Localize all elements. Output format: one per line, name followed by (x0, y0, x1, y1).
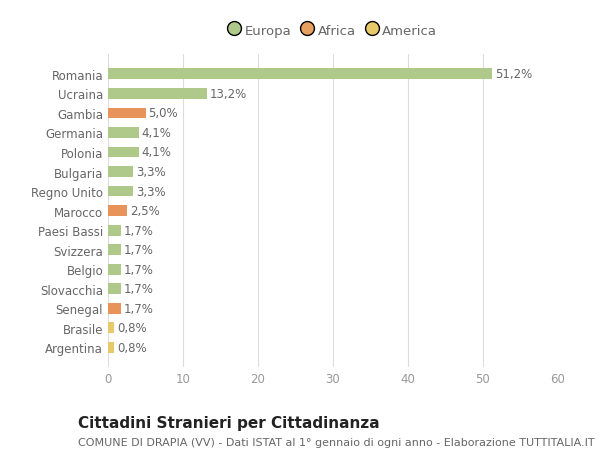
Text: 0,8%: 0,8% (117, 341, 146, 354)
Text: 4,1%: 4,1% (142, 146, 172, 159)
Text: 1,7%: 1,7% (124, 263, 154, 276)
Bar (108, 147, 139, 158)
Bar (108, 225, 121, 236)
Text: Cittadini Stranieri per Cittadinanza: Cittadini Stranieri per Cittadinanza (78, 415, 380, 431)
Text: 0,8%: 0,8% (117, 322, 146, 335)
Bar (108, 89, 207, 100)
Bar (108, 108, 146, 119)
Bar (108, 128, 139, 139)
Bar (108, 264, 121, 275)
Bar (108, 167, 133, 178)
Text: 51,2%: 51,2% (495, 68, 532, 81)
Text: 1,7%: 1,7% (124, 224, 154, 237)
Text: 5,0%: 5,0% (149, 107, 178, 120)
Text: 1,7%: 1,7% (124, 302, 154, 315)
Text: COMUNE DI DRAPIA (VV) - Dati ISTAT al 1° gennaio di ogni anno - Elaborazione TUT: COMUNE DI DRAPIA (VV) - Dati ISTAT al 1°… (78, 437, 595, 447)
Bar (108, 342, 114, 353)
Text: 3,3%: 3,3% (136, 166, 166, 179)
Text: 4,1%: 4,1% (142, 127, 172, 140)
Bar (108, 206, 127, 217)
Bar (108, 323, 114, 334)
Text: 1,7%: 1,7% (124, 283, 154, 296)
Bar (108, 284, 121, 295)
Text: 1,7%: 1,7% (124, 244, 154, 257)
Text: 3,3%: 3,3% (136, 185, 166, 198)
Bar (108, 245, 121, 256)
Text: 2,5%: 2,5% (130, 205, 160, 218)
Bar (108, 69, 492, 80)
Legend: Europa, Africa, America: Europa, Africa, America (229, 24, 437, 38)
Text: 13,2%: 13,2% (210, 88, 247, 101)
Bar (108, 303, 121, 314)
Bar (108, 186, 133, 197)
